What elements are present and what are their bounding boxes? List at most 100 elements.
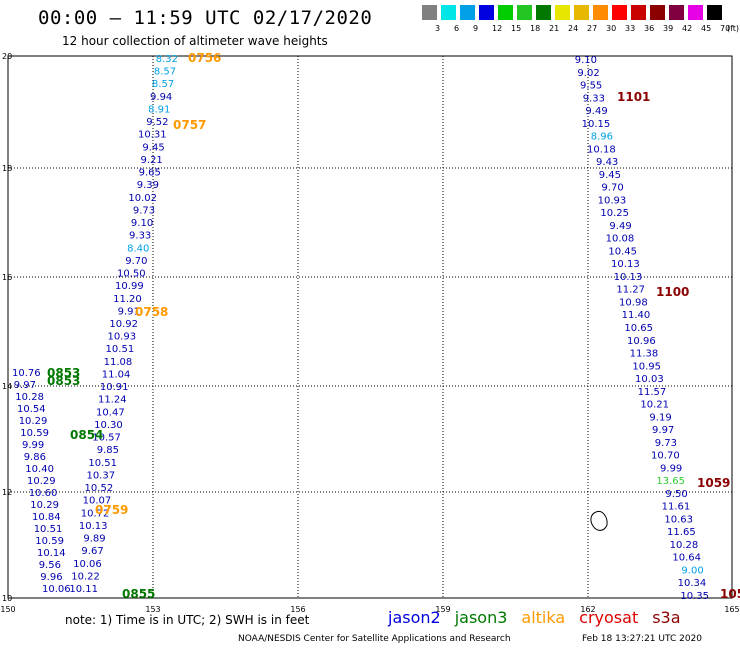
scale-swatch — [498, 5, 513, 20]
wave-height-label: 10.57 — [92, 433, 121, 444]
time-label: 1100 — [656, 285, 689, 299]
wave-height-label: 9.49 — [585, 106, 607, 117]
y-tick-label: 12 — [2, 488, 12, 497]
scale-label: 27 — [587, 24, 598, 33]
wave-height-label: 10.29 — [19, 416, 48, 427]
wave-height-label: 10.70 — [651, 451, 680, 462]
wave-height-label: 10.93 — [107, 332, 136, 343]
wave-height-label: 10.93 — [598, 195, 627, 206]
scale-label: 45 — [701, 24, 712, 33]
wave-height-label: 9.73 — [655, 438, 677, 449]
wave-height-label: 10.28 — [15, 392, 44, 403]
wave-height-label: 10.29 — [27, 476, 56, 487]
time-label: 1059 — [697, 476, 730, 490]
wave-height-label: 10.07 — [83, 496, 112, 507]
footer-credit: NOAA/NESDIS Center for Satellite Applica… — [238, 634, 511, 644]
time-label: 105 — [720, 587, 740, 601]
scale-swatch — [650, 5, 665, 20]
scale-label: 3 — [435, 24, 441, 33]
wave-height-label: 9.94 — [150, 92, 172, 103]
footer-timestamp: Feb 18 13:27:21 UTC 2020 — [582, 634, 702, 644]
x-tick-label: 162 — [580, 605, 595, 614]
scale-label: 18 — [530, 24, 541, 33]
wave-height-label: 10.08 — [606, 234, 635, 245]
map-frame — [7, 55, 733, 599]
wave-height-label: 9.19 — [649, 412, 671, 423]
y-tick-label: 14 — [2, 382, 12, 391]
time-label: 0853 — [47, 366, 80, 380]
page-subtitle: 12 hour collection of altimeter wave hei… — [62, 34, 328, 48]
wave-height-label: 11.04 — [102, 370, 131, 381]
x-tick-label: 156 — [290, 605, 305, 614]
wave-height-label: 8.57 — [154, 67, 176, 78]
wave-height-label: 9.33 — [129, 231, 151, 242]
time-label: 0853 — [47, 374, 80, 388]
wave-height-label: 10.35 — [680, 591, 709, 602]
scale-label: 33 — [625, 24, 636, 33]
wave-height-label: 10.96 — [627, 336, 656, 347]
wave-height-label: 10.13 — [611, 259, 640, 270]
wave-height-label: 11.57 — [638, 387, 667, 398]
x-tick-label: 165 — [724, 605, 739, 614]
scale-label: 24 — [568, 24, 579, 33]
wave-height-label: 10.50 — [117, 269, 146, 280]
x-tick-label: 159 — [435, 605, 450, 614]
wave-height-label: 9.70 — [125, 256, 147, 267]
scale-label: 12 — [492, 24, 503, 33]
wave-height-label: 10.22 — [71, 571, 100, 582]
time-label: 0759 — [95, 503, 128, 517]
scale-label: 6 — [454, 24, 460, 33]
wave-height-label: 10.18 — [587, 144, 616, 155]
scale-swatch — [593, 5, 608, 20]
wave-height-label: 13.65 — [656, 476, 685, 487]
note-text: note: 1) Time is in UTC; 2) SWH is in fe… — [65, 613, 310, 627]
wave-height-label: 10.51 — [88, 458, 117, 469]
wave-height-label: 9.39 — [137, 180, 159, 191]
time-label: 0855 — [122, 587, 155, 601]
wave-height-label: 11.27 — [616, 285, 645, 296]
wave-height-label: 9.55 — [580, 81, 602, 92]
scale-label: 30 — [606, 24, 617, 33]
wave-height-label: 10.28 — [670, 540, 699, 551]
wave-height-label: 10.06 — [73, 559, 102, 570]
scale-label: 15 — [511, 24, 522, 33]
wave-height-label: 9.89 — [83, 534, 105, 545]
wave-height-label: 11.20 — [113, 294, 142, 305]
wave-height-label: 10.98 — [619, 298, 648, 309]
wave-height-label: 9.43 — [596, 157, 618, 168]
wave-height-label: 10.99 — [115, 281, 144, 292]
wave-height-label: 10.34 — [678, 578, 707, 589]
legend-jason3: jason3 — [454, 608, 508, 627]
wave-height-label: 10.47 — [96, 407, 125, 418]
legend-cryosat: cryosat — [579, 608, 639, 627]
time-label: 0757 — [173, 118, 206, 132]
wave-height-label: 9.02 — [577, 68, 599, 79]
time-label: 1101 — [617, 90, 650, 104]
wave-height-label: 9.73 — [133, 205, 155, 216]
wave-height-label: 10.51 — [34, 524, 63, 535]
x-tick-label: 153 — [145, 605, 160, 614]
wave-height-label: 8.32 — [156, 54, 178, 65]
wave-height-label: 10.11 — [69, 584, 98, 595]
wave-height-label: 9.00 — [681, 566, 703, 577]
wave-height-label: 11.08 — [104, 357, 133, 368]
scale-label: 21 — [549, 24, 560, 33]
page-title: 00:00 – 11:59 UTC 02/17/2020 — [38, 7, 373, 29]
wave-height-label: 10.84 — [32, 512, 61, 523]
scale-swatch — [441, 5, 456, 20]
wave-height-label: 10.03 — [635, 374, 664, 385]
wave-height-label: 10.65 — [624, 323, 653, 334]
wave-height-label: 11.40 — [622, 310, 651, 321]
y-tick-label: 10 — [2, 594, 12, 603]
wave-height-label: 11.61 — [662, 502, 691, 513]
scale-swatch — [555, 5, 570, 20]
y-tick-label: 20 — [2, 52, 12, 61]
wave-height-label: 9.86 — [24, 452, 46, 463]
wave-height-label: 11.38 — [630, 349, 659, 360]
y-tick-label: 16 — [2, 273, 12, 282]
wave-height-label: 10.60 — [29, 488, 58, 499]
legend-s3a: s3a — [652, 608, 681, 627]
wave-height-label: 10.21 — [640, 400, 669, 411]
scale-label: 36 — [644, 24, 655, 33]
